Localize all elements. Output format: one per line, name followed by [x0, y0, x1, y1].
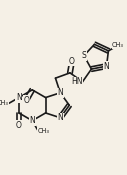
Text: O: O: [16, 121, 22, 130]
Text: CH₃: CH₃: [38, 128, 50, 134]
Text: N: N: [29, 116, 35, 125]
Text: N: N: [104, 62, 109, 71]
Text: O: O: [69, 57, 75, 65]
Text: N: N: [57, 113, 63, 122]
Text: N: N: [16, 93, 22, 102]
Text: O: O: [23, 96, 29, 105]
Text: N: N: [57, 88, 63, 97]
Text: HN: HN: [71, 77, 83, 86]
Text: CH₃: CH₃: [112, 43, 124, 48]
Text: S: S: [82, 51, 86, 60]
Text: CH₃: CH₃: [0, 100, 9, 106]
